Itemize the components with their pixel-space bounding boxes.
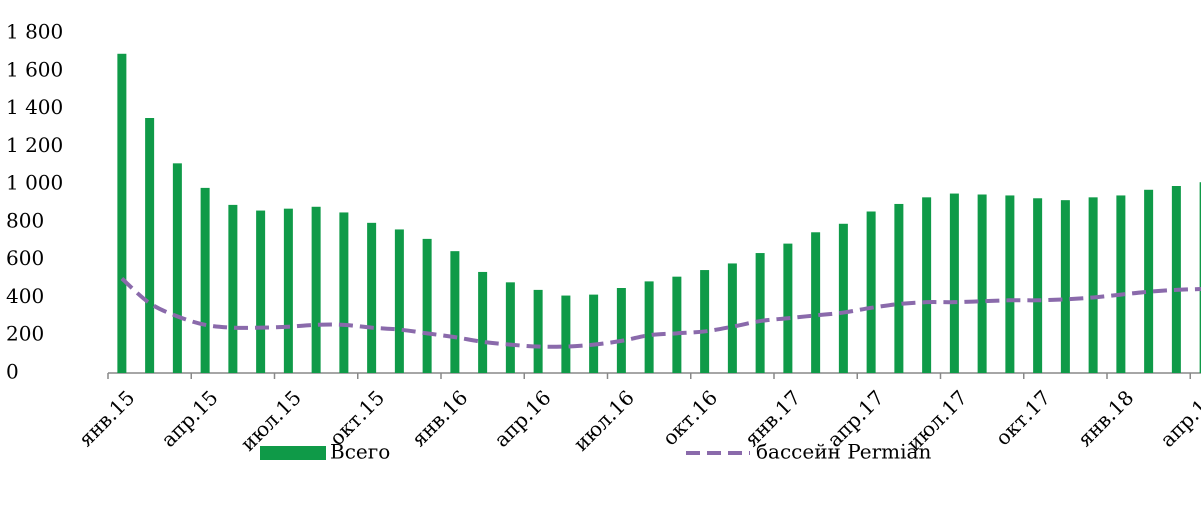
bar <box>256 210 266 373</box>
x-tick-label: июл.16 <box>569 385 639 455</box>
bar <box>1088 197 1098 373</box>
bar <box>505 282 515 373</box>
x-tick-label: окт.16 <box>658 385 723 450</box>
x-tick-label: апр.15 <box>156 385 222 451</box>
bar <box>367 222 377 373</box>
x-tick-label: янв.16 <box>407 385 473 451</box>
bar <box>422 238 432 373</box>
bar <box>450 251 460 373</box>
bar <box>644 281 654 373</box>
y-tick-label: 800 <box>6 208 44 232</box>
bar <box>394 229 404 373</box>
y-tick-label: 1 200 <box>6 133 63 157</box>
bar <box>727 263 737 373</box>
bar <box>145 118 155 373</box>
legend-swatch <box>260 446 326 460</box>
y-tick-label: 1 400 <box>6 95 63 119</box>
bar <box>755 253 765 373</box>
bar <box>922 197 932 373</box>
bar <box>616 288 626 373</box>
y-tick-label: 200 <box>6 322 44 346</box>
bar <box>894 203 904 373</box>
bar <box>533 289 543 373</box>
legend-label: бассейн Permian <box>756 440 931 464</box>
bar <box>172 163 182 373</box>
bar <box>977 194 987 373</box>
bar <box>1060 200 1070 373</box>
bar <box>1171 186 1181 373</box>
bar <box>478 271 488 373</box>
x-tick-label: янв.18 <box>1073 385 1139 451</box>
x-tick-label: окт.17 <box>991 385 1056 450</box>
bar <box>200 187 210 373</box>
bar <box>838 223 848 373</box>
bar <box>672 276 682 373</box>
y-tick-label: 0 <box>6 360 19 384</box>
bar <box>1033 198 1043 373</box>
y-tick-label: 600 <box>6 246 44 270</box>
y-tick-label: 400 <box>6 284 44 308</box>
bar <box>228 204 238 373</box>
bar <box>561 295 571 373</box>
x-tick-label: июл.15 <box>236 385 306 455</box>
bar <box>949 193 959 373</box>
x-tick-label: апр.16 <box>489 385 555 451</box>
bar <box>283 208 293 373</box>
line <box>120 277 1201 349</box>
bar <box>866 211 876 373</box>
x-tick-label: янв.15 <box>74 385 140 451</box>
bar <box>700 270 710 373</box>
bar <box>117 53 127 374</box>
y-tick-label: 1 800 <box>6 20 63 44</box>
legend-label: Всего <box>330 440 390 464</box>
bar <box>1116 195 1126 373</box>
bar <box>311 206 321 373</box>
bar <box>1005 195 1015 373</box>
bar <box>589 294 599 373</box>
bar <box>1144 189 1154 373</box>
y-tick-label: 1 600 <box>6 57 63 81</box>
bar <box>1199 182 1201 373</box>
y-tick-label: 1 000 <box>6 171 63 195</box>
x-tick-label: апр.18 <box>1155 385 1201 451</box>
bar <box>783 243 793 373</box>
bar <box>339 212 349 373</box>
bar <box>811 232 821 373</box>
